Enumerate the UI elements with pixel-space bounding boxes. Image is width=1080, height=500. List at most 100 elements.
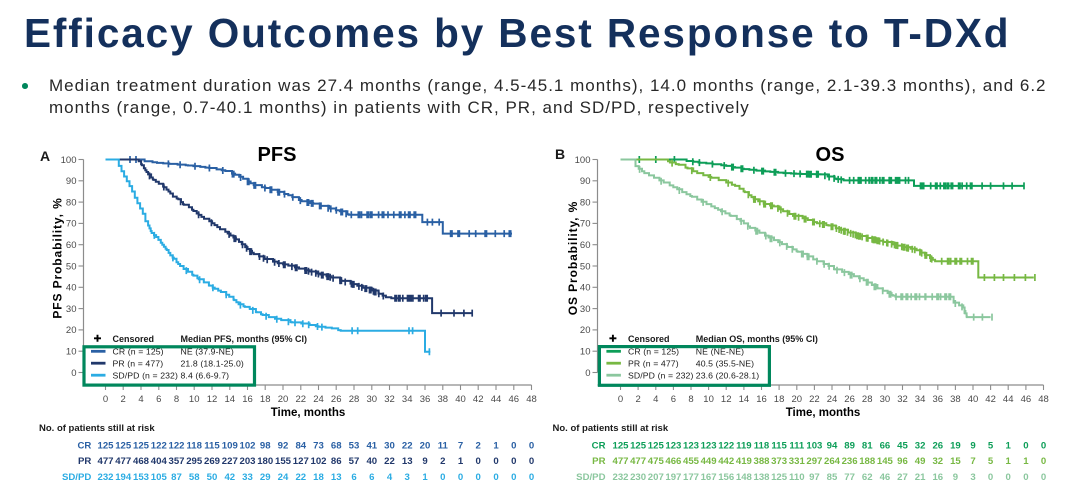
svg-text:123: 123 <box>665 441 681 452</box>
svg-text:PR (n = 477): PR (n = 477) <box>628 358 679 368</box>
svg-text:44: 44 <box>491 394 502 405</box>
svg-text:32: 32 <box>897 394 908 405</box>
svg-text:20: 20 <box>580 325 591 336</box>
svg-text:477: 477 <box>97 456 113 467</box>
svg-text:167: 167 <box>701 472 717 483</box>
svg-text:26: 26 <box>844 394 855 405</box>
svg-text:40: 40 <box>580 283 591 294</box>
svg-text:96: 96 <box>897 456 908 467</box>
svg-text:70: 70 <box>66 219 77 230</box>
svg-text:OS: OS <box>816 144 845 166</box>
svg-text:15: 15 <box>950 456 961 467</box>
svg-text:89: 89 <box>844 441 855 452</box>
svg-text:90: 90 <box>66 176 77 187</box>
svg-text:62: 62 <box>862 472 873 483</box>
svg-text:0: 0 <box>1041 441 1046 452</box>
svg-text:0: 0 <box>493 456 498 467</box>
svg-text:24: 24 <box>278 472 289 483</box>
svg-text:331: 331 <box>789 456 806 467</box>
svg-text:58: 58 <box>189 472 200 483</box>
svg-text:122: 122 <box>151 441 167 452</box>
svg-text:NE (NE-NE): NE (NE-NE) <box>696 346 744 356</box>
svg-text:0: 0 <box>529 456 534 467</box>
svg-text:32: 32 <box>932 456 943 467</box>
svg-text:227: 227 <box>222 456 238 467</box>
svg-text:34: 34 <box>915 394 926 405</box>
svg-text:1: 1 <box>493 441 499 452</box>
svg-text:11: 11 <box>438 441 449 452</box>
svg-text:66: 66 <box>880 441 891 452</box>
svg-text:111: 111 <box>789 441 805 452</box>
svg-text:21.8 (18.1-25.0): 21.8 (18.1-25.0) <box>181 358 244 368</box>
svg-text:109: 109 <box>222 441 238 452</box>
svg-text:14: 14 <box>739 394 750 405</box>
svg-text:90: 90 <box>580 176 591 187</box>
svg-text:PR (n = 477): PR (n = 477) <box>113 358 164 368</box>
svg-text:14: 14 <box>225 394 236 405</box>
svg-text:PR: PR <box>78 456 91 467</box>
svg-text:SD/PD (n = 232): SD/PD (n = 232) <box>113 370 178 380</box>
svg-text:50: 50 <box>207 472 218 483</box>
svg-text:115: 115 <box>771 441 787 452</box>
svg-text:77: 77 <box>844 472 855 483</box>
svg-text:13: 13 <box>331 472 342 483</box>
svg-text:33: 33 <box>242 472 253 483</box>
svg-text:SD/PD (n = 232): SD/PD (n = 232) <box>628 370 693 380</box>
svg-text:Time, months: Time, months <box>786 407 861 419</box>
svg-text:0: 0 <box>1023 472 1028 483</box>
svg-text:0: 0 <box>1041 472 1046 483</box>
svg-text:85: 85 <box>827 472 838 483</box>
svg-text:0: 0 <box>1006 472 1011 483</box>
svg-text:466: 466 <box>665 456 681 467</box>
svg-text:0: 0 <box>529 441 534 452</box>
svg-text:20: 20 <box>792 394 803 405</box>
svg-text:3: 3 <box>405 472 410 483</box>
svg-text:105: 105 <box>151 472 168 483</box>
svg-text:A: A <box>40 148 50 164</box>
svg-text:127: 127 <box>293 456 309 467</box>
svg-text:20: 20 <box>278 394 289 405</box>
svg-text:125: 125 <box>648 441 665 452</box>
svg-text:40: 40 <box>66 283 77 294</box>
svg-text:357: 357 <box>168 456 184 467</box>
svg-text:0: 0 <box>440 472 445 483</box>
svg-text:SD/PD: SD/PD <box>62 472 91 483</box>
svg-text:1: 1 <box>422 472 428 483</box>
svg-text:264: 264 <box>824 456 841 467</box>
svg-text:8.4 (6.6-9.7): 8.4 (6.6-9.7) <box>181 370 230 380</box>
svg-text:2: 2 <box>635 394 640 405</box>
svg-text:449: 449 <box>701 456 717 467</box>
svg-text:CR (n = 125): CR (n = 125) <box>113 346 164 356</box>
svg-text:4: 4 <box>138 394 143 405</box>
svg-text:32: 32 <box>915 441 926 452</box>
svg-text:194: 194 <box>115 472 132 483</box>
svg-text:232: 232 <box>612 472 628 483</box>
svg-text:2: 2 <box>476 441 481 452</box>
svg-text:155: 155 <box>275 456 292 467</box>
svg-text:197: 197 <box>665 472 681 483</box>
svg-text:20: 20 <box>420 441 431 452</box>
svg-text:1: 1 <box>458 456 464 467</box>
svg-text:295: 295 <box>186 456 203 467</box>
svg-text:455: 455 <box>683 456 700 467</box>
svg-text:419: 419 <box>736 456 752 467</box>
svg-text:42: 42 <box>985 394 996 405</box>
svg-text:48: 48 <box>1038 394 1049 405</box>
svg-text:188: 188 <box>859 456 876 467</box>
svg-text:10: 10 <box>703 394 714 405</box>
svg-text:22: 22 <box>384 456 395 467</box>
svg-text:80: 80 <box>580 197 591 208</box>
svg-text:24: 24 <box>313 394 324 405</box>
svg-text:123: 123 <box>683 441 699 452</box>
svg-text:0: 0 <box>529 472 534 483</box>
svg-text:50: 50 <box>580 261 591 272</box>
svg-text:468: 468 <box>133 456 150 467</box>
svg-text:13: 13 <box>402 456 413 467</box>
svg-text:232: 232 <box>97 472 113 483</box>
svg-text:138: 138 <box>753 472 770 483</box>
svg-text:28: 28 <box>862 394 873 405</box>
svg-text:73: 73 <box>313 441 324 452</box>
svg-text:80: 80 <box>66 197 77 208</box>
svg-text:86: 86 <box>331 456 342 467</box>
svg-text:119: 119 <box>736 441 751 452</box>
